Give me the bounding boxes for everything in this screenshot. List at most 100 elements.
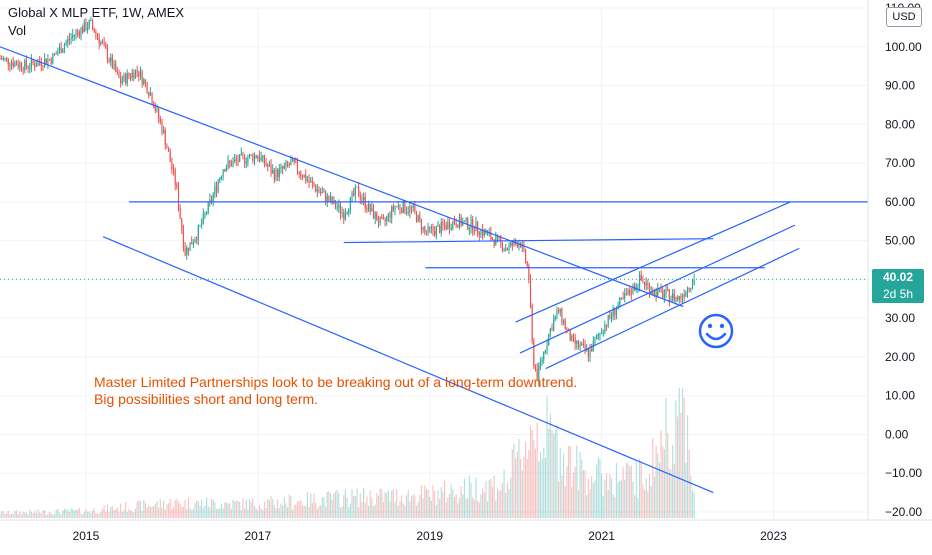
candle-body (253, 155, 256, 161)
volume-bar (63, 508, 66, 518)
volume-bar (34, 510, 36, 518)
volume-bar (635, 460, 637, 518)
volume-bar (691, 490, 694, 518)
volume-bar (253, 506, 256, 518)
candle-body (331, 197, 333, 204)
volume-bar (356, 488, 358, 518)
candle-body (652, 291, 654, 295)
volume-bar (511, 449, 513, 518)
volume-bar (316, 508, 318, 518)
candle-body (158, 108, 160, 119)
volume-bar (521, 470, 523, 518)
volume-bar (55, 510, 57, 518)
candle-body (75, 31, 77, 35)
currency-button[interactable]: USD (886, 7, 922, 27)
volume-bar (359, 493, 361, 518)
annotation-text[interactable]: Master Limited Partnerships look to be b… (94, 374, 577, 408)
volume-bar (138, 500, 140, 518)
volume-bar (57, 508, 59, 518)
volume-bar (286, 507, 289, 518)
volume-bar (229, 503, 231, 518)
candle-body (96, 34, 99, 38)
candle-body (103, 42, 105, 45)
volume-bar (40, 513, 42, 518)
volume-bar (161, 507, 163, 518)
volume-bar (566, 466, 568, 518)
candle-body (296, 161, 299, 172)
volume-bar (506, 482, 508, 518)
symbol-title[interactable]: Global X MLP ETF, 1W, AMEX (8, 5, 185, 20)
volume-bar (387, 490, 389, 518)
candle-body (176, 184, 178, 188)
candle-body (448, 222, 451, 229)
candle-body (610, 316, 613, 318)
candle-body (214, 186, 216, 194)
candle-body (225, 167, 227, 172)
y-tick-label: 30.00 (885, 311, 915, 325)
volume-bar (282, 505, 284, 518)
candle-body (505, 248, 507, 250)
volume-bar (491, 487, 494, 518)
candle-body (267, 165, 269, 167)
candle-body (10, 62, 13, 66)
volume-bar (688, 449, 690, 518)
candle-body (422, 226, 424, 230)
volume-bar (363, 487, 365, 518)
volume-bar (353, 495, 355, 518)
volume-bar (10, 513, 13, 518)
volume-bar (44, 509, 46, 518)
candle-body (379, 216, 381, 223)
candle-body (348, 210, 350, 213)
candle-body (244, 155, 246, 163)
volume-bar (376, 493, 378, 518)
volume-bar (634, 495, 636, 518)
y-tick-label: 100.00 (885, 40, 922, 54)
candle-body (443, 225, 446, 227)
candle-body (594, 338, 596, 341)
candle-body (217, 181, 219, 192)
volume-bar (407, 489, 409, 518)
volume-bar (572, 472, 575, 518)
trend-lines[interactable] (0, 46, 868, 494)
volume-bar (153, 505, 155, 518)
volume-bar (485, 480, 487, 518)
candle-body (12, 62, 14, 67)
volume-bar (401, 495, 403, 518)
volume-bar (543, 447, 545, 518)
candle-body (523, 244, 525, 250)
volume-bar (212, 499, 214, 518)
candle-body (681, 295, 684, 299)
volume-bar (268, 499, 270, 518)
candle-body (478, 232, 480, 236)
volume-bar (306, 492, 308, 518)
candle-body (528, 265, 530, 281)
volume-bar (495, 500, 497, 518)
volume-bar (614, 496, 616, 518)
candle-body (401, 209, 403, 213)
candle-body (77, 31, 79, 33)
volume-bar (247, 509, 249, 518)
candle-body (275, 169, 277, 180)
volume-bar (326, 492, 328, 518)
volume-bar (12, 514, 14, 518)
volume-bar (272, 499, 274, 518)
candle-body (567, 328, 570, 330)
volume-bar (653, 476, 656, 518)
volume-bar (346, 497, 348, 518)
candle-body (622, 297, 624, 299)
candle-body (531, 305, 533, 341)
volume-label[interactable]: Vol (8, 23, 27, 38)
time-scale-bg (0, 520, 932, 550)
candle-body (53, 53, 56, 55)
candle-body (392, 206, 394, 210)
volume-bar (412, 494, 414, 518)
candle-body (354, 186, 356, 196)
candle-body (473, 230, 475, 232)
candle-body (49, 59, 51, 61)
candle-body (396, 206, 398, 208)
candle-body (338, 204, 340, 208)
y-tick-label: 50.00 (885, 234, 915, 248)
candle-body (361, 199, 363, 201)
